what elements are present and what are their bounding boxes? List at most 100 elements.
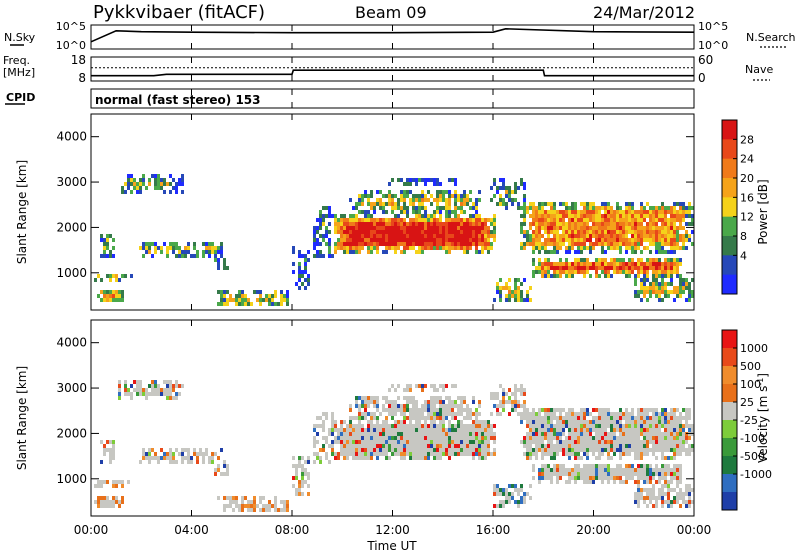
heatmap-cell	[586, 432, 589, 436]
heatmap-cell	[379, 230, 382, 234]
heatmap-cell	[484, 452, 487, 456]
heatmap-cell	[595, 218, 598, 222]
heatmap-cell	[652, 258, 655, 262]
heatmap-cell	[106, 500, 109, 504]
heatmap-cell	[610, 234, 613, 238]
heatmap-cell	[466, 416, 469, 420]
heatmap-cell	[475, 202, 478, 206]
heatmap-cell	[616, 262, 619, 266]
heatmap-cell	[457, 448, 460, 452]
heatmap-cell	[433, 226, 436, 230]
heatmap-cell	[688, 210, 691, 214]
heatmap-cell	[334, 420, 337, 424]
heatmap-cell	[631, 242, 634, 246]
heatmap-cell	[103, 250, 106, 254]
heatmap-cell	[532, 448, 535, 452]
nave-ytick-top: 60	[698, 53, 713, 67]
heatmap-cell	[331, 428, 334, 432]
heatmap-cell	[670, 262, 673, 266]
heatmap-cell	[547, 472, 550, 476]
heatmap-cell	[667, 250, 670, 254]
heatmap-cell	[559, 258, 562, 262]
heatmap-cell	[418, 412, 421, 416]
heatmap-cell	[505, 186, 508, 190]
heatmap-cell	[616, 210, 619, 214]
heatmap-cell	[520, 488, 523, 492]
heatmap-cell	[418, 444, 421, 448]
heatmap-cell	[367, 202, 370, 206]
heatmap-cell	[139, 384, 142, 388]
heatmap-cell	[154, 178, 157, 182]
heatmap-cell	[364, 452, 367, 456]
heatmap-cell	[484, 420, 487, 424]
heatmap-cell	[529, 436, 532, 440]
heatmap-cell	[475, 416, 478, 420]
heatmap-cell	[514, 290, 517, 294]
heatmap-cell	[265, 508, 268, 512]
heatmap-cell	[562, 408, 565, 412]
heatmap-cell	[130, 274, 133, 278]
heatmap-cell	[502, 286, 505, 290]
heatmap-cell	[127, 186, 130, 190]
heatmap-cell	[532, 218, 535, 222]
heatmap-cell	[370, 428, 373, 432]
heatmap-cell	[601, 448, 604, 452]
heatmap-cell	[511, 202, 514, 206]
heatmap-cell	[607, 218, 610, 222]
heatmap-cell	[637, 452, 640, 456]
heatmap-cell	[619, 448, 622, 452]
heatmap-cell	[352, 456, 355, 460]
heatmap-cell	[538, 202, 541, 206]
heatmap-cell	[313, 444, 316, 448]
heatmap-cell	[457, 444, 460, 448]
heatmap-cell	[454, 246, 457, 250]
heatmap-cell	[670, 290, 673, 294]
heatmap-cell	[463, 210, 466, 214]
heatmap-cell	[538, 436, 541, 440]
heatmap-cell	[577, 452, 580, 456]
heatmap-cell	[673, 472, 676, 476]
heatmap-cell	[583, 436, 586, 440]
heatmap-cell	[613, 432, 616, 436]
heatmap-cell	[535, 436, 538, 440]
heatmap-cell	[361, 194, 364, 198]
heatmap-cell	[460, 424, 463, 428]
heatmap-cell	[475, 408, 478, 412]
heatmap-cell	[634, 226, 637, 230]
heatmap-cell	[673, 226, 676, 230]
heatmap-cell	[661, 412, 664, 416]
heatmap-cell	[388, 388, 391, 392]
heatmap-cell	[166, 388, 169, 392]
heatmap-cell	[553, 234, 556, 238]
heatmap-cell	[658, 424, 661, 428]
heatmap-cell	[292, 246, 295, 250]
heatmap-cell	[421, 194, 424, 198]
heatmap-cell	[112, 294, 115, 298]
heatmap-cell	[481, 428, 484, 432]
heatmap-cell	[580, 218, 583, 222]
heatmap-cell	[622, 234, 625, 238]
heatmap-cell	[454, 412, 457, 416]
heatmap-cell	[268, 302, 271, 306]
heatmap-cell	[343, 222, 346, 226]
heatmap-cell	[667, 206, 670, 210]
heatmap-cell	[412, 242, 415, 246]
heatmap-cell	[568, 250, 571, 254]
heatmap-cell	[682, 428, 685, 432]
heatmap-cell	[586, 464, 589, 468]
heatmap-cell	[385, 432, 388, 436]
heatmap-cell	[316, 218, 319, 222]
heatmap-cell	[484, 226, 487, 230]
heatmap-cell	[661, 238, 664, 242]
heatmap-cell	[607, 456, 610, 460]
heatmap-cell	[664, 464, 667, 468]
heatmap-cell	[361, 242, 364, 246]
heatmap-cell	[370, 246, 373, 250]
heatmap-cell	[643, 214, 646, 218]
heatmap-cell	[655, 464, 658, 468]
heatmap-cell	[217, 496, 220, 500]
heatmap-cell	[421, 226, 424, 230]
heatmap-cell	[232, 496, 235, 500]
heatmap-cell	[349, 408, 352, 412]
heatmap-cell	[457, 404, 460, 408]
